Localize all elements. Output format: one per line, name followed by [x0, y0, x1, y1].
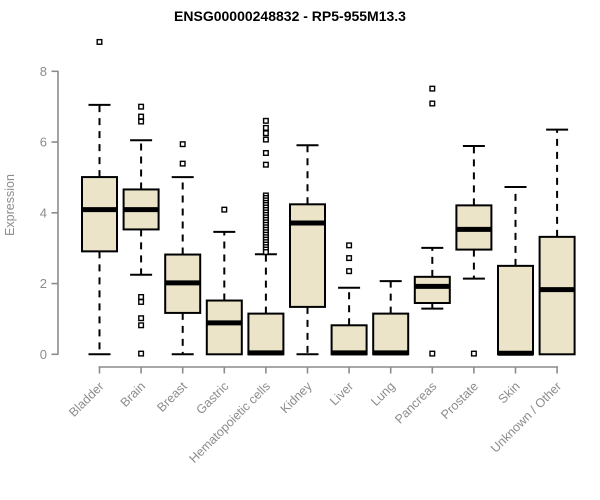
outlier-point [179, 141, 186, 148]
box-group [455, 144, 493, 357]
outlier-point [262, 249, 269, 256]
box-group [538, 128, 576, 356]
outlier-point [138, 350, 145, 357]
boxes [81, 38, 576, 357]
x-tick-label: Hematopoietic cells [186, 379, 273, 466]
x-tick-label: Skin [496, 379, 523, 406]
box-group [413, 85, 451, 357]
iqr-box [372, 312, 410, 356]
x-tick-label: Pancreas [392, 379, 439, 426]
outlier-point [262, 130, 269, 137]
outlier-point [138, 103, 145, 110]
outlier-point [346, 255, 353, 262]
x-tick-label: Breast [154, 379, 190, 415]
outlier-point [346, 268, 353, 275]
y-axis-label: Expression [3, 174, 17, 236]
outlier-point [138, 298, 145, 305]
iqr-box [413, 275, 451, 305]
iqr-box [497, 264, 534, 356]
iqr-box [205, 299, 243, 356]
outlier-point [262, 136, 269, 143]
outlier-point [138, 315, 145, 322]
iqr-box [247, 312, 285, 356]
x-tick-label: Unknown / Other [488, 379, 564, 455]
outlier-point [262, 161, 269, 168]
box-group [122, 103, 160, 357]
iqr-box [81, 176, 118, 253]
outlier-point [429, 350, 436, 357]
outlier-point [470, 350, 477, 357]
x-tick-label: Gastric [194, 379, 232, 417]
box-group [330, 242, 368, 356]
outlier-point [262, 124, 269, 131]
box-group [81, 38, 118, 356]
outlier-point [429, 100, 436, 107]
outlier-point [346, 242, 353, 249]
box-group [372, 280, 410, 356]
outlier-point [138, 293, 145, 300]
y-tick-label: 6 [40, 135, 47, 150]
x-tick-label: Bladder [66, 379, 106, 419]
outlier-point [138, 118, 145, 125]
iqr-box [289, 203, 326, 308]
outlier-point [262, 150, 269, 157]
x-tick-label: Brain [118, 379, 149, 410]
box-group [289, 144, 326, 356]
y-tick-label: 0 [40, 347, 47, 362]
x-tick-label: Lung [368, 379, 398, 409]
outlier-point [138, 113, 145, 120]
outlier-point [429, 85, 436, 92]
outlier-point [221, 206, 228, 213]
outlier-point [179, 160, 186, 167]
iqr-box [538, 235, 576, 356]
outlier-point [96, 38, 103, 45]
outlier-point [262, 117, 269, 124]
box-group [247, 117, 285, 356]
y-tick-label: 2 [40, 276, 47, 291]
chart-title: ENSG00000248832 - RP5-955M13.3 [174, 8, 406, 24]
x-tick-label: Liver [327, 379, 356, 408]
y-tick-label: 8 [40, 64, 47, 79]
y-tick-label: 4 [40, 205, 47, 220]
box-group [205, 206, 243, 356]
box-group [164, 141, 202, 356]
box-group [497, 185, 534, 356]
x-tick-label: Kidney [278, 379, 315, 416]
iqr-box [330, 324, 368, 356]
x-tick-label: Prostate [438, 379, 481, 422]
outlier-point [138, 322, 145, 329]
